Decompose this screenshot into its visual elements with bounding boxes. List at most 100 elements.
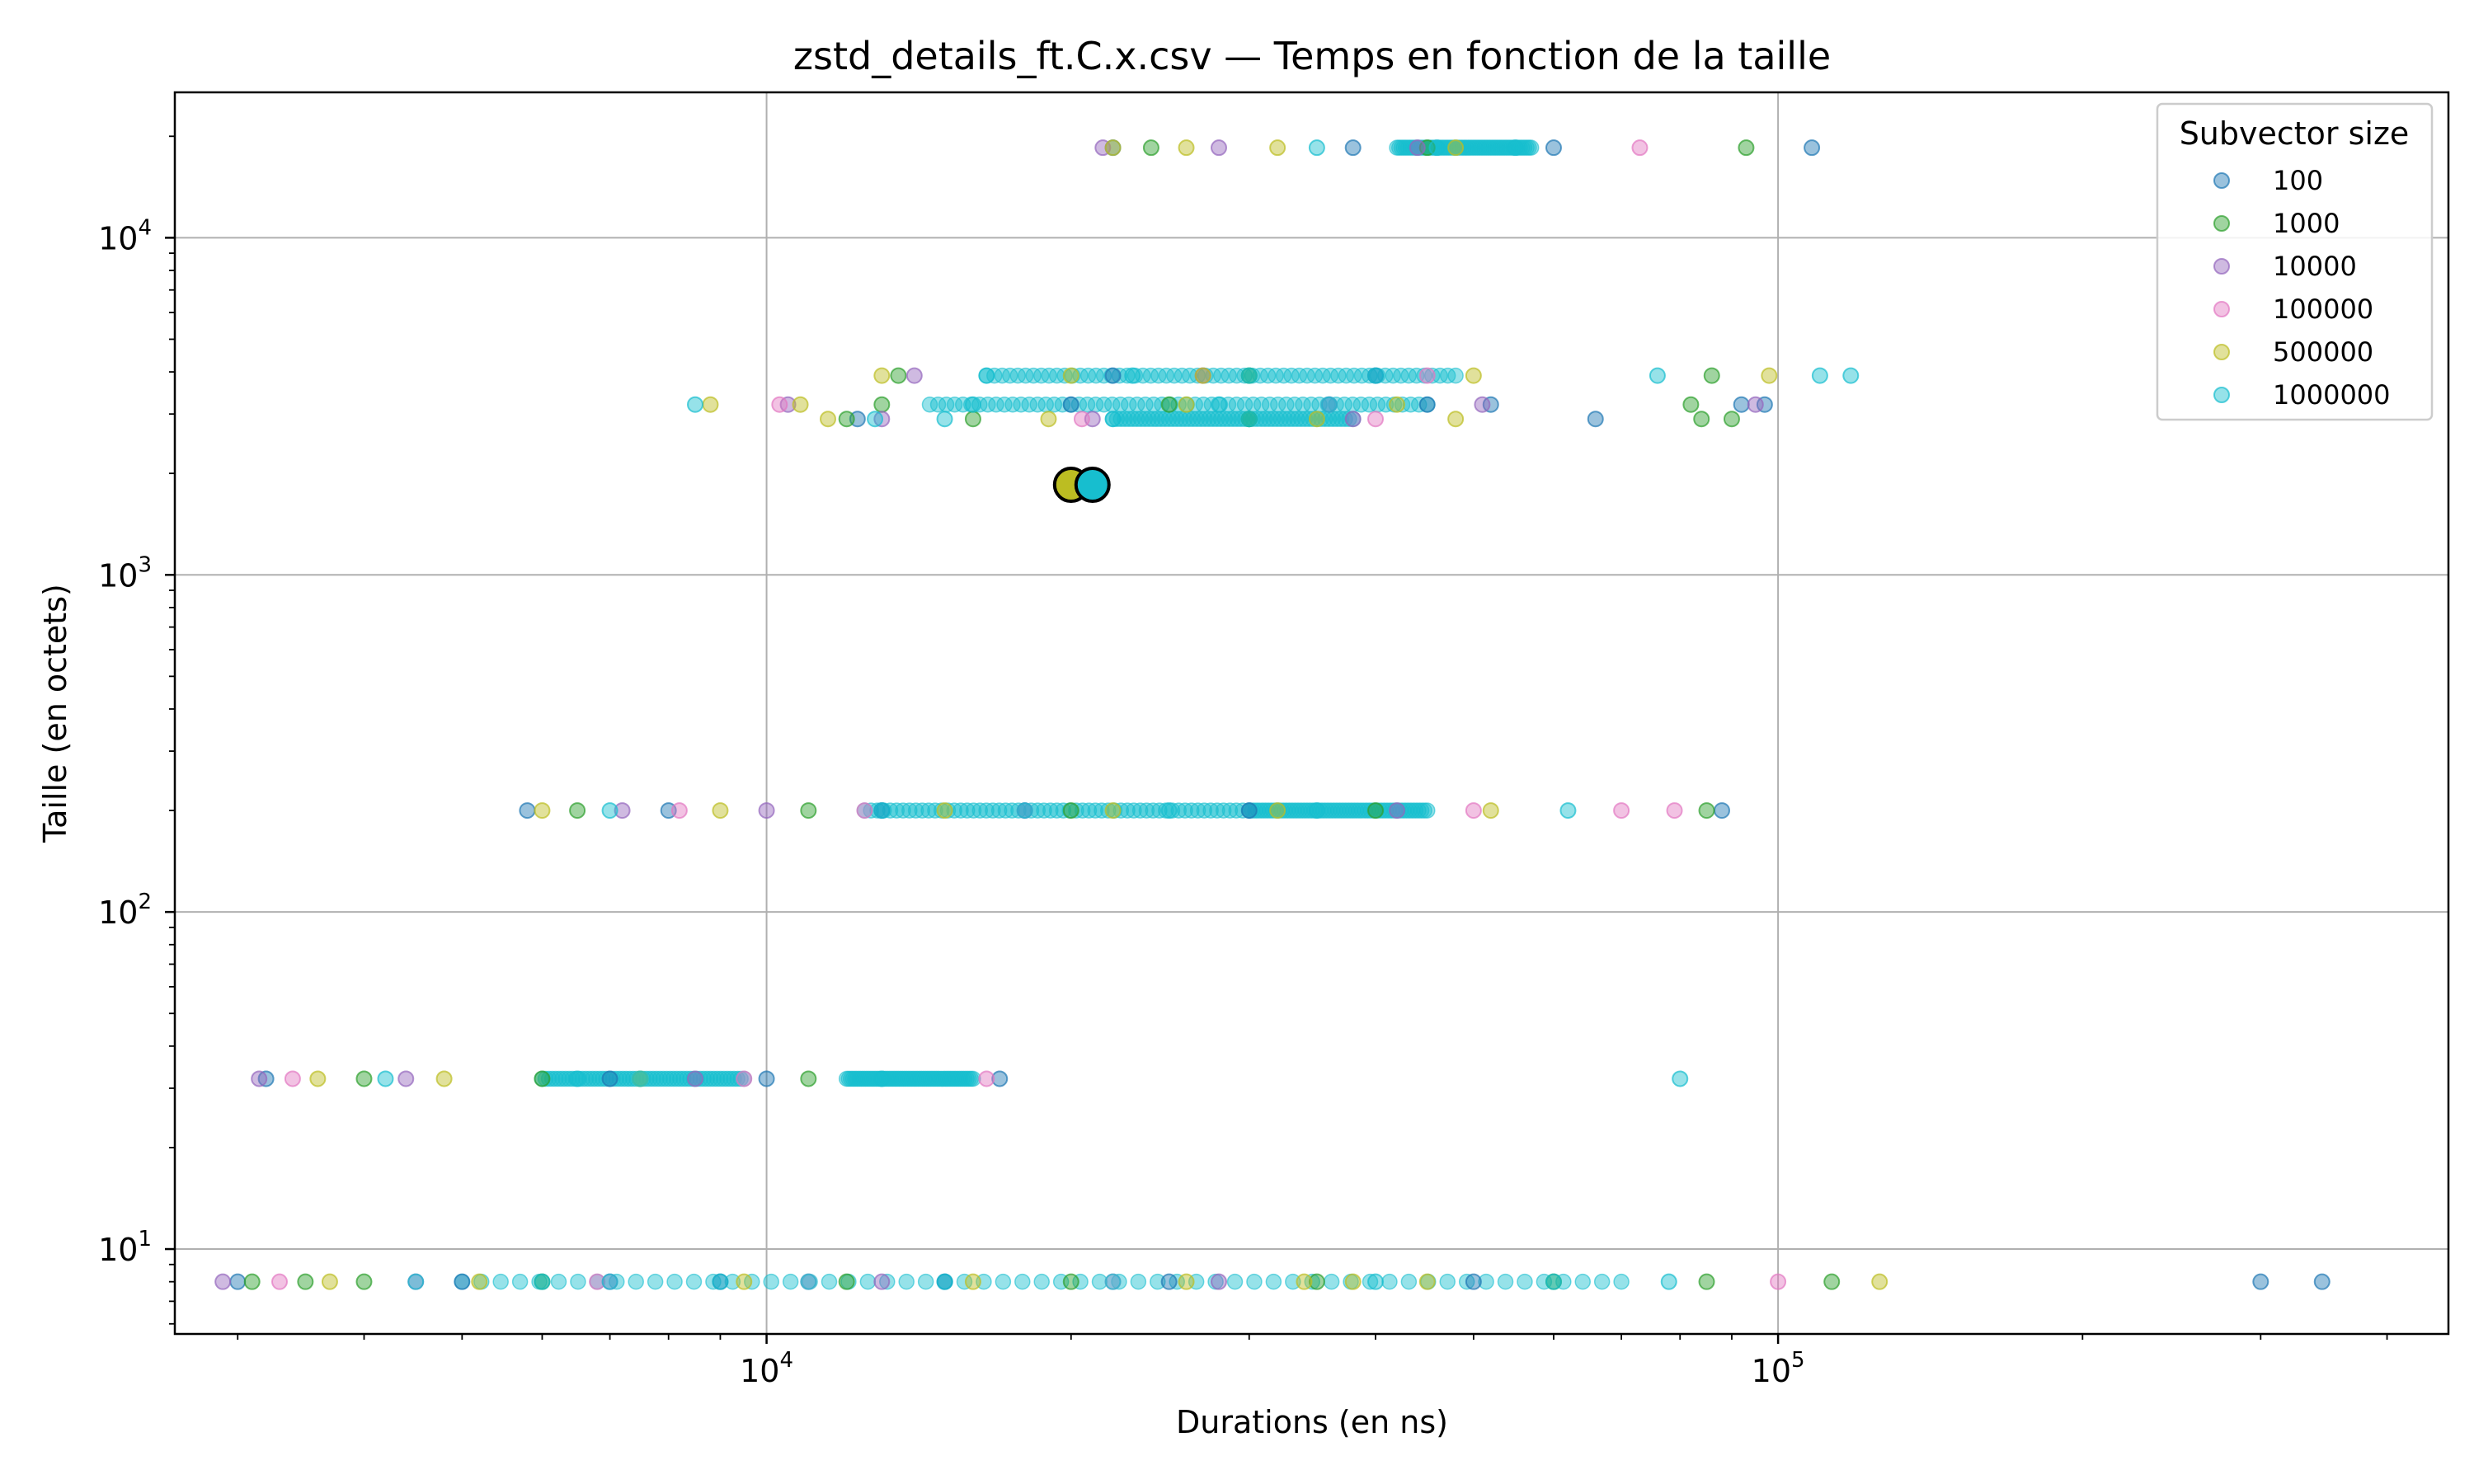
data-point bbox=[873, 396, 891, 413]
data-point bbox=[1087, 802, 1103, 819]
data-point bbox=[1389, 396, 1406, 413]
data-point bbox=[1367, 411, 1385, 428]
data-point bbox=[771, 396, 788, 413]
legend-label: 1000000 bbox=[2273, 379, 2391, 411]
data-point bbox=[1046, 396, 1063, 413]
highlight-point bbox=[1074, 467, 1111, 504]
chart-title: zstd_details_ft.C.x.csv — Temps en fonct… bbox=[793, 34, 1831, 78]
data-point bbox=[1253, 396, 1270, 413]
data-point bbox=[1121, 396, 1137, 413]
data-point bbox=[1178, 139, 1195, 157]
data-point bbox=[782, 1273, 799, 1290]
data-point bbox=[284, 1070, 301, 1087]
data-point bbox=[1482, 396, 1499, 413]
data-point bbox=[1094, 802, 1110, 819]
data-point bbox=[820, 411, 837, 428]
x-tick-base: 10 bbox=[740, 1353, 779, 1389]
data-point bbox=[1672, 1070, 1689, 1087]
data-point bbox=[355, 1273, 373, 1290]
data-point bbox=[1482, 802, 1499, 819]
data-point bbox=[1062, 367, 1079, 384]
data-point bbox=[996, 396, 1013, 413]
data-point bbox=[1062, 802, 1079, 819]
legend-box bbox=[2156, 102, 2434, 421]
data-point bbox=[1320, 396, 1338, 413]
data-point bbox=[1130, 1273, 1147, 1290]
data-point bbox=[2313, 1273, 2331, 1290]
data-point bbox=[1150, 1273, 1166, 1290]
data-point bbox=[1733, 396, 1750, 413]
data-point bbox=[724, 1273, 741, 1290]
data-point bbox=[971, 802, 989, 819]
data-point bbox=[1269, 139, 1286, 157]
data-point bbox=[990, 802, 1008, 819]
data-point bbox=[628, 1273, 644, 1290]
data-point bbox=[519, 802, 536, 819]
data-point bbox=[214, 1273, 232, 1290]
data-point bbox=[270, 1273, 288, 1290]
x-axis-label: Durations (en ns) bbox=[1176, 1404, 1448, 1440]
data-point bbox=[838, 411, 855, 428]
data-point bbox=[997, 802, 1014, 819]
data-point bbox=[1308, 411, 1325, 428]
data-point bbox=[1323, 1273, 1340, 1290]
data-point bbox=[1226, 1273, 1244, 1290]
legend-title: Subvector size bbox=[2180, 115, 2410, 152]
data-point bbox=[1517, 1273, 1533, 1290]
data-point bbox=[1104, 367, 1122, 384]
data-point bbox=[377, 1070, 394, 1087]
y-tick-label: 101 bbox=[98, 1227, 152, 1268]
legend-label: 1000 bbox=[2273, 208, 2340, 239]
data-point bbox=[991, 1070, 1009, 1087]
data-point bbox=[1394, 396, 1411, 413]
data-point bbox=[712, 1273, 729, 1290]
data-point bbox=[1660, 1273, 1677, 1290]
data-point bbox=[1160, 396, 1178, 413]
x-tick-exponent: 5 bbox=[1791, 1348, 1805, 1373]
data-point bbox=[1104, 1273, 1122, 1290]
data-point bbox=[1286, 396, 1303, 413]
y-tick-label: 103 bbox=[98, 552, 152, 594]
data-point bbox=[1478, 1273, 1494, 1290]
data-point bbox=[1418, 396, 1436, 413]
data-point bbox=[321, 1273, 338, 1290]
data-point bbox=[965, 1070, 981, 1087]
data-point bbox=[1447, 411, 1465, 428]
data-point bbox=[879, 1273, 896, 1290]
data-point bbox=[1211, 1273, 1228, 1290]
data-point bbox=[1574, 1273, 1591, 1290]
data-point bbox=[1344, 139, 1362, 157]
legend-label: 500000 bbox=[2273, 336, 2373, 368]
data-point bbox=[985, 802, 1001, 819]
data-point bbox=[1211, 139, 1228, 157]
data-point bbox=[978, 367, 995, 384]
data-point bbox=[1095, 396, 1112, 413]
data-point bbox=[1178, 1273, 1195, 1290]
data-point bbox=[1079, 396, 1096, 413]
data-point bbox=[792, 396, 809, 413]
data-point bbox=[821, 1273, 838, 1290]
data-point bbox=[1308, 802, 1325, 819]
data-point bbox=[1178, 396, 1195, 413]
data-point bbox=[1040, 411, 1057, 428]
data-point bbox=[1587, 411, 1604, 428]
data-point bbox=[666, 1273, 683, 1290]
data-point bbox=[1631, 139, 1649, 157]
legend-marker bbox=[2213, 387, 2230, 403]
data-point bbox=[1418, 367, 1436, 384]
data-point bbox=[1202, 802, 1219, 819]
data-point bbox=[1145, 802, 1161, 819]
data-point bbox=[1871, 1273, 1888, 1290]
data-point bbox=[243, 1273, 261, 1290]
data-point bbox=[1104, 139, 1122, 157]
data-point bbox=[959, 802, 976, 819]
data-point bbox=[946, 396, 963, 413]
x-tick-label: 105 bbox=[1752, 1348, 1805, 1389]
data-point bbox=[1497, 1273, 1514, 1290]
data-point bbox=[1409, 139, 1426, 157]
data-point bbox=[1126, 802, 1142, 819]
data-point bbox=[534, 1070, 551, 1087]
data-point bbox=[1703, 367, 1720, 384]
plot-frame bbox=[173, 91, 2450, 1336]
